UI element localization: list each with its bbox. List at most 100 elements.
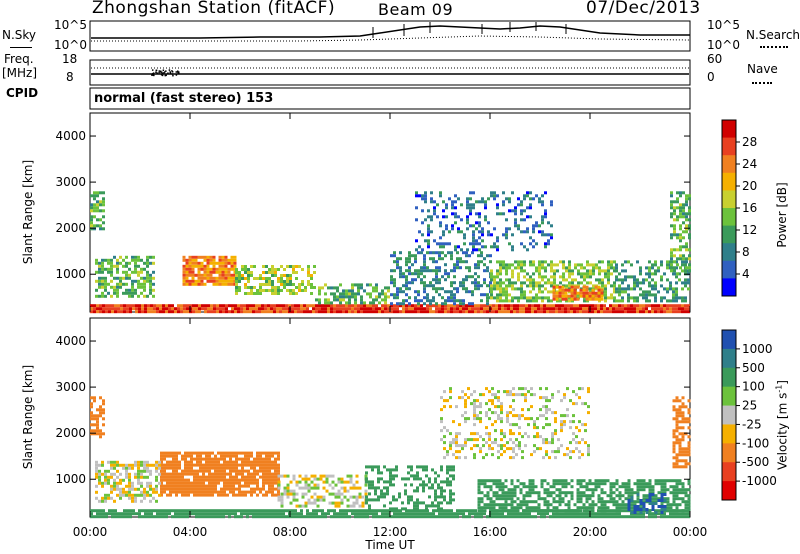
velocity-scatter-cell [546, 500, 550, 504]
power-scatter-cell [98, 294, 101, 298]
velocity-scatter-cell [476, 414, 479, 418]
velocity-scatter-cell [621, 515, 624, 519]
power-scatter-cell [685, 194, 688, 198]
power-scatter-cell [354, 310, 357, 314]
power-scatter-cell [351, 283, 354, 287]
velocity-scatter-cell [383, 465, 386, 469]
power-scatter-cell [514, 212, 517, 216]
power-scatter-cell [580, 272, 583, 276]
velocity-scatter-cell [102, 417, 105, 421]
velocity-scatter-cell [672, 447, 676, 451]
power-scatter-cell [330, 307, 333, 311]
power-scatter-cell [615, 287, 618, 291]
velocity-scatter-cell [147, 512, 150, 516]
power-scatter-cell [333, 304, 336, 308]
velocity-scatter-cell [96, 408, 99, 412]
velocity-scatter-cell [446, 501, 449, 505]
velocity-scatter-cell [229, 457, 232, 461]
power-scatter-cell [342, 310, 345, 314]
power-scatter-cell [171, 304, 174, 308]
velocity-scatter-cell [304, 501, 308, 505]
velocity-scatter-cell [202, 478, 205, 482]
velocity-scatter-cell [473, 456, 476, 460]
power-scatter-cell [274, 292, 277, 295]
velocity-scatter-cell [651, 485, 655, 489]
power-scatter-cell [552, 307, 555, 311]
velocity-scatter-cell [563, 420, 566, 424]
power-scatter-cell [453, 310, 456, 314]
velocity-scatter-cell [346, 498, 350, 502]
power-scatter-cell [203, 282, 207, 286]
power-scatter-cell [399, 287, 402, 291]
velocity-scatter-cell [250, 478, 253, 482]
power-scatter-cell [600, 310, 603, 314]
velocity-scatter-cell [509, 405, 512, 409]
power-scatter-cell [465, 251, 468, 255]
power-scatter-cell [105, 307, 108, 311]
velocity-scatter-cell [485, 411, 488, 415]
power-scatter-cell [462, 281, 465, 285]
power-scatter-cell [137, 270, 140, 274]
velocity-scatter-cell [304, 474, 308, 478]
velocity-scatter-cell [289, 492, 293, 496]
velocity-scatter-cell [648, 488, 652, 492]
velocity-scatter-cell [380, 471, 383, 475]
power-scatter-cell [465, 278, 468, 282]
velocity-scatter-cell [259, 475, 262, 479]
velocity-scatter-cell [536, 426, 539, 430]
velocity-scatter-cell [678, 488, 682, 492]
velocity-scatter-cell [479, 402, 482, 406]
power-scatter-cell [384, 295, 387, 299]
velocity-scatter-cell [334, 492, 338, 496]
velocity-scatter-cell [612, 509, 615, 513]
velocity-scatter-cell [612, 512, 615, 516]
power-scatter-cell [283, 286, 286, 289]
power-scatter-cell [333, 310, 336, 314]
velocity-scatter-cell [572, 438, 575, 442]
velocity-scatter-cell [621, 482, 625, 486]
power-scatter-cell [405, 307, 408, 311]
velocity-scatter-cell [558, 500, 562, 504]
power-scatter-cell [429, 304, 432, 308]
power-scatter-cell [237, 310, 240, 314]
power-scatter-cell [93, 206, 96, 210]
velocity-scatter-cell [178, 463, 181, 467]
power-scatter-cell [273, 304, 276, 308]
power-scatter-cell [435, 287, 438, 291]
power-scatter-cell [93, 304, 96, 308]
power-scatter-cell [666, 266, 669, 270]
velocity-scatter-cell [603, 500, 607, 504]
velocity-scatter-cell [214, 490, 217, 494]
velocity-scatter-cell [125, 472, 128, 476]
velocity-scatter-cell [255, 509, 258, 513]
velocity-scatter-cell [636, 500, 640, 504]
velocity-scatter-cell [609, 491, 613, 495]
power-scatter-cell [544, 275, 547, 279]
power-scatter-cell [375, 283, 378, 287]
power-scatter-cell [415, 191, 418, 195]
velocity-scatter-cell [495, 497, 499, 501]
power-scatter-cell [472, 224, 475, 228]
velocity-scatter-cell [294, 515, 297, 519]
power-scatter-cell [125, 288, 128, 292]
velocity-scatter-cell [515, 414, 518, 418]
power-scatter-cell [648, 290, 651, 294]
power-scatter-cell [591, 288, 595, 292]
velocity-scatter-cell [558, 491, 562, 495]
power-scatter-cell [486, 269, 489, 273]
power-scatter-cell [101, 264, 104, 268]
power-scatter-cell [134, 258, 137, 262]
power-scatter-cell [499, 266, 502, 270]
power-scatter-cell [93, 203, 96, 207]
velocity-scatter-cell [578, 450, 581, 454]
velocity-scatter-cell [101, 499, 104, 503]
velocity-scatter-cell [543, 500, 547, 504]
velocity-scatter-cell [150, 509, 153, 513]
power-scatter-cell [562, 278, 565, 282]
power-scatter-cell [672, 296, 675, 300]
velocity-scatter-cell [111, 515, 114, 519]
velocity-scatter-cell [642, 505, 646, 508]
power-scatter-cell [651, 278, 654, 282]
velocity-scatter-cell [672, 435, 676, 439]
velocity-scatter-cell [137, 478, 140, 482]
